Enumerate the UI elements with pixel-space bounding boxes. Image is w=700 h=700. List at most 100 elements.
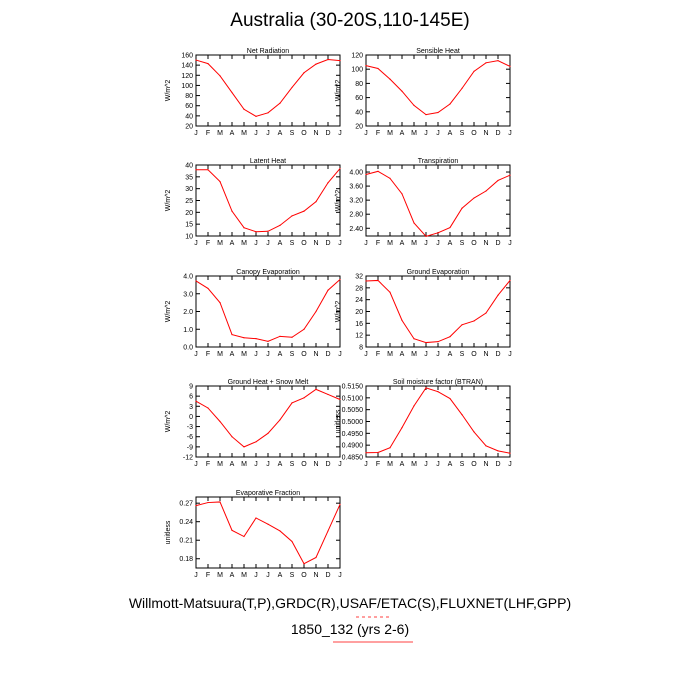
series-line (365, 387, 511, 454)
y-axis-label: unitless (335, 409, 342, 433)
data-point (279, 419, 281, 421)
panel-title: Soil moisture factor (BTRAN) (393, 379, 483, 386)
data-point (389, 447, 391, 449)
data-point (401, 319, 403, 321)
data-point (291, 215, 293, 217)
x-tick-label: D (325, 572, 330, 579)
data-point (461, 207, 463, 209)
y-tick-label: 2.0 (183, 309, 193, 316)
x-tick-label: M (241, 461, 247, 468)
data-point (497, 60, 499, 62)
x-tick-label: D (495, 461, 500, 468)
x-tick-label: M (387, 461, 393, 468)
panel-title: Latent Heat (250, 158, 286, 165)
x-tick-label: J (194, 572, 198, 579)
data-point (509, 279, 511, 282)
series-line (195, 59, 341, 117)
x-tick-label: D (495, 130, 500, 137)
x-tick-label: J (424, 130, 428, 137)
data-point (389, 177, 391, 179)
data-point (315, 63, 317, 65)
data-point (485, 62, 487, 64)
case-caption: 1850_132 (yrs 2-6) (290, 621, 410, 637)
x-tick-label: M (217, 461, 223, 468)
data-point (425, 114, 427, 116)
x-tick-label: S (460, 461, 465, 468)
panel-title: Evaporative Fraction (236, 490, 300, 497)
x-tick-label: A (400, 240, 405, 247)
x-tick-label: J (194, 351, 198, 358)
data-point (279, 335, 281, 337)
data-point (315, 310, 317, 313)
y-tick-label: 20 (355, 124, 363, 131)
data-point (279, 224, 281, 226)
y-tick-label: 100 (351, 67, 363, 74)
x-tick-label: J (364, 351, 368, 358)
y-tick-label: 3.20 (349, 198, 363, 205)
data-point (219, 420, 221, 423)
x-tick-label: D (325, 461, 330, 468)
data-point (401, 427, 403, 429)
y-tick-label: 20 (355, 309, 363, 316)
panel-title: Net Radiation (247, 48, 290, 55)
x-tick-label: A (230, 130, 235, 137)
y-tick-label: 120 (181, 73, 193, 80)
y-tick-label: 12 (355, 333, 363, 340)
plot-frame (195, 54, 341, 127)
y-tick-label: 35 (185, 174, 193, 181)
data-point (327, 58, 329, 61)
data-point (425, 341, 427, 344)
y-tick-label: -6 (187, 434, 193, 441)
x-tick-label: F (376, 351, 380, 358)
data-point (231, 436, 233, 438)
y-tick-label: 0.27 (179, 501, 193, 508)
source-caption: Willmott-Matsuura(T,P),GRDC(R),USAF/ETAC… (128, 595, 572, 611)
x-tick-label: A (400, 461, 405, 468)
data-point (461, 87, 463, 89)
x-tick-label: M (241, 240, 247, 247)
x-tick-label: O (471, 240, 477, 247)
data-point (473, 320, 475, 322)
x-tick-label: M (411, 130, 417, 137)
y-tick-label: 3.60 (349, 184, 363, 191)
data-point (401, 193, 403, 195)
x-tick-label: J (254, 461, 258, 468)
y-tick-label: 3.0 (183, 291, 193, 298)
plot-frame (195, 275, 341, 348)
data-point (509, 452, 511, 454)
x-tick-label: S (290, 130, 295, 137)
x-tick-label: O (471, 351, 477, 358)
x-tick-label: A (278, 351, 283, 358)
data-point (473, 197, 475, 199)
y-tick-label: 3 (189, 404, 193, 411)
x-tick-label: J (338, 461, 342, 468)
x-tick-label: J (338, 130, 342, 137)
data-point (339, 278, 341, 281)
data-point (485, 190, 487, 192)
y-tick-label: 20 (185, 210, 193, 217)
x-tick-label: M (217, 572, 223, 579)
x-tick-label: J (436, 130, 440, 137)
data-point (327, 393, 329, 396)
data-point (267, 523, 269, 525)
y-tick-label: 4.0 (183, 274, 193, 281)
x-tick-label: N (483, 461, 488, 468)
data-point (243, 337, 245, 339)
y-tick-label: 0.5150 (342, 384, 364, 391)
data-point (255, 517, 257, 519)
data-point (389, 291, 391, 293)
x-tick-label: J (266, 351, 270, 358)
x-tick-label: O (301, 130, 307, 137)
y-tick-label: 80 (355, 81, 363, 88)
y-tick-label: -3 (187, 424, 193, 431)
x-tick-label: O (301, 351, 307, 358)
x-tick-label: D (325, 240, 330, 247)
x-tick-label: A (278, 130, 283, 137)
y-tick-label: 40 (185, 113, 193, 120)
data-point (231, 91, 233, 94)
y-tick-label: 60 (185, 103, 193, 110)
y-tick-label: 4.00 (349, 170, 363, 177)
x-tick-label: S (290, 572, 295, 579)
